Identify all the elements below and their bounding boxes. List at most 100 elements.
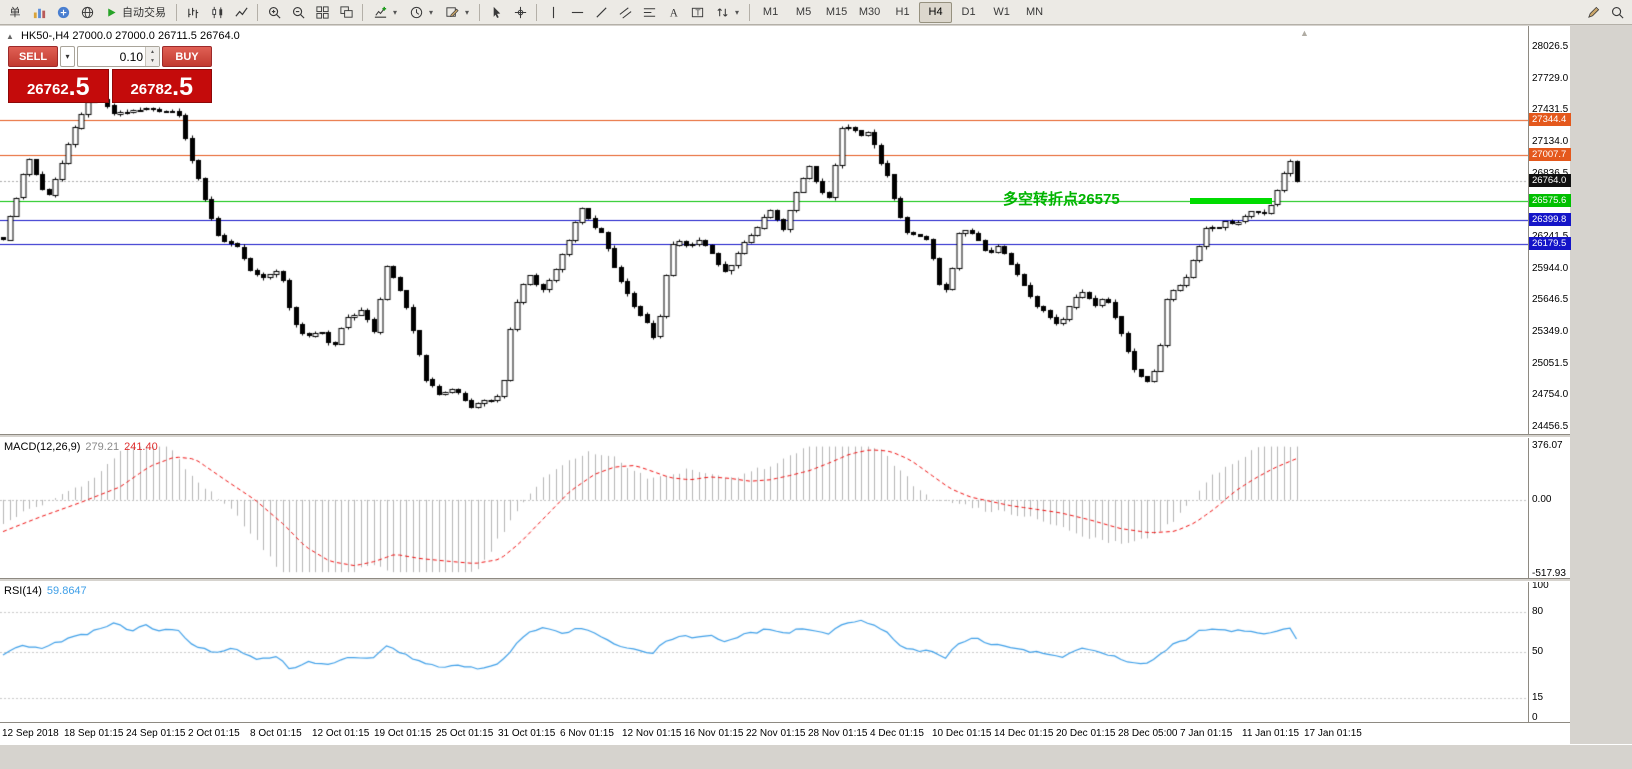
date-label: 16 Nov 01:15	[684, 728, 744, 739]
timeframe-m5[interactable]: M5	[795, 6, 812, 18]
text-icon: A	[666, 5, 681, 20]
horizontal-line-tool-button[interactable]	[565, 2, 589, 22]
volume-down-button[interactable]: ▼	[146, 56, 159, 66]
toolbar-separator	[362, 3, 363, 21]
search-button[interactable]	[1605, 2, 1629, 22]
sell-button[interactable]: SELL	[8, 46, 58, 67]
price-tag: 26179.5	[1529, 236, 1571, 250]
date-label: 12 Nov 01:15	[622, 728, 682, 739]
timeframe-h4[interactable]: H4	[919, 1, 953, 23]
tile-windows-button[interactable]	[310, 2, 334, 22]
search-icon	[1610, 5, 1625, 20]
crosshair-tool-button[interactable]	[508, 2, 532, 22]
crosshair-icon	[513, 5, 528, 20]
macd-tick-label: -517.93	[1532, 568, 1566, 579]
date-label: 17 Jan 01:15	[1304, 728, 1362, 739]
pane-separator-macd[interactable]	[0, 434, 1570, 438]
line-chart-icon-button[interactable]	[229, 2, 253, 22]
channel-icon	[618, 5, 633, 20]
one-click-row-controls: SELL ▾ ▲ ▼ BUY	[8, 46, 212, 67]
market-watch-icon-button[interactable]	[51, 2, 75, 22]
buy-price-display[interactable]: 26782 .5	[111, 69, 212, 103]
rsi-tick-label: 15	[1532, 692, 1544, 704]
zoom-out-button[interactable]	[286, 2, 310, 22]
price-tick-label: 25051.5	[1532, 357, 1569, 369]
rsi-tick-label: 50	[1532, 646, 1544, 657]
price-tick-label: 27431.5	[1532, 104, 1569, 116]
vertical-line-tool-button[interactable]	[541, 2, 565, 22]
text-label-tool-button[interactable]: T	[685, 2, 709, 22]
symbol-period-title: HK50-,H4	[20, 30, 70, 42]
templates-button[interactable]: ▾	[439, 2, 475, 22]
timeframe-m30[interactable]: M30	[858, 6, 881, 18]
trendline-tool-button[interactable]	[589, 2, 613, 22]
candlestick-icon-button[interactable]	[205, 2, 229, 22]
cascade-windows-button[interactable]	[334, 2, 358, 22]
timeframe-m15[interactable]: M15	[825, 6, 848, 18]
macd-indicator-label: MACD(12,26,9) 279.21 241.40	[4, 441, 158, 453]
buy-price-main: 26782	[130, 81, 173, 98]
zoom-in-button[interactable]	[262, 2, 286, 22]
price-tag: 27344.4	[1529, 112, 1571, 126]
add-indicator-icon	[373, 5, 388, 20]
timeframe-mn[interactable]: MN	[1026, 6, 1044, 18]
timeframe-d1[interactable]: D1	[961, 6, 976, 18]
timeframe-group: M1 M5 M15 M30 H1 H4 D1 W1 MN	[754, 1, 1051, 23]
chart-shift-marker[interactable]: ▲	[1300, 28, 1309, 38]
indicators-add-button[interactable]: ▾	[367, 2, 403, 22]
toolbar-separator	[536, 3, 538, 21]
time-axis[interactable]: 12 Sep 2018 18 Sep 01:15 24 Sep 01:15 2 Oct…	[0, 722, 1570, 744]
edit-pencil-button[interactable]	[1581, 2, 1605, 22]
rsi-tick-label: 100	[1532, 580, 1549, 591]
arrows-tool-button[interactable]: ▾	[709, 2, 745, 22]
date-label: 11 Jan 01:15	[1242, 728, 1300, 739]
pane-separator-rsi[interactable]	[0, 578, 1570, 582]
toolbar-separator	[176, 3, 177, 21]
one-click-menu-button[interactable]: ▾	[60, 46, 75, 67]
date-label: 12 Sep 2018	[2, 728, 59, 739]
timeframe-w1[interactable]: W1	[993, 6, 1010, 18]
price-tick-label: 26836.5	[1532, 167, 1569, 179]
bar-chart-icon-button[interactable]	[181, 2, 205, 22]
svg-text:T: T	[695, 7, 700, 17]
rsi-tick-label: 80	[1532, 606, 1544, 618]
text-tool-button[interactable]: A	[661, 2, 685, 22]
timeframe-h1[interactable]: H1	[895, 6, 910, 18]
window-footer	[0, 744, 1632, 769]
periods-button[interactable]: ▾	[403, 2, 439, 22]
volume-up-button[interactable]: ▲	[146, 47, 159, 57]
dropdown-caret-icon: ▾	[429, 7, 434, 17]
dropdown-caret-icon: ▾	[465, 7, 470, 17]
autotrading-button[interactable]: 自动交易	[99, 2, 172, 22]
charts-icon-button[interactable]	[27, 2, 51, 22]
chart-title-bar: ▲ HK50-,H4 27000.0 27000.0 26711.5 26764…	[6, 30, 240, 42]
sell-price-display[interactable]: 26762 .5	[8, 69, 109, 103]
date-label: 20 Dec 01:15	[1056, 728, 1116, 739]
price-tag: 26399.8	[1529, 213, 1571, 227]
buy-button[interactable]: BUY	[162, 46, 212, 67]
date-label: 24 Sep 01:15	[126, 728, 186, 739]
zoom-out-icon	[291, 5, 306, 20]
channel-tool-button[interactable]	[613, 2, 637, 22]
cursor-tool-button[interactable]	[484, 2, 508, 22]
rsi-name: RSI(14)	[4, 585, 42, 597]
date-label: 18 Sep 01:15	[64, 728, 124, 739]
new-order-button[interactable]: 单	[3, 2, 27, 22]
fibonacci-tool-button[interactable]	[637, 2, 661, 22]
price-axis[interactable]: 28026.527729.027431.527134.026836.526539…	[1528, 26, 1571, 723]
autotrading-label: 自动交易	[122, 7, 166, 19]
date-label: 2 Oct 01:15	[188, 728, 240, 739]
horizontal-line-icon	[570, 5, 585, 20]
date-label: 19 Oct 01:15	[374, 728, 432, 739]
volume-input[interactable]	[78, 49, 145, 64]
one-click-collapse-arrow[interactable]: ▲	[6, 32, 14, 41]
price-tag: 26575.6	[1529, 194, 1571, 208]
date-label: 6 Nov 01:15	[560, 728, 614, 739]
chart-canvas[interactable]	[0, 26, 1528, 722]
charts-icon	[32, 5, 47, 20]
fibonacci-icon	[642, 5, 657, 20]
timeframe-m1[interactable]: M1	[762, 6, 779, 18]
community-icon-button[interactable]	[75, 2, 99, 22]
dropdown-caret-icon: ▾	[735, 7, 740, 17]
